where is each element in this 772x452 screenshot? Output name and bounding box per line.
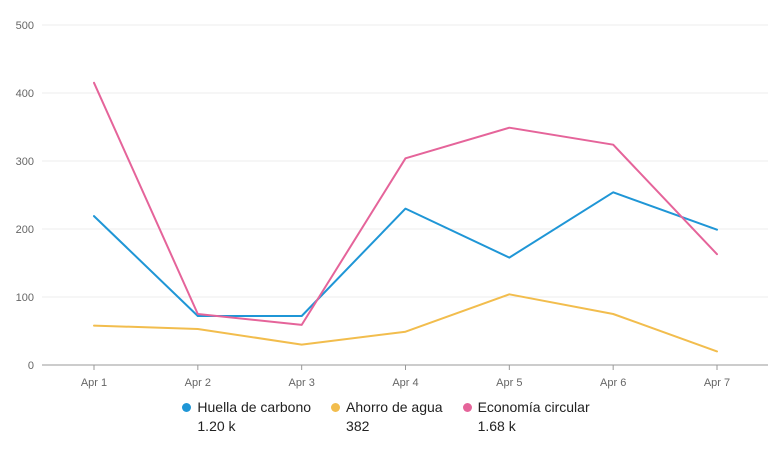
x-axis: Apr 1 Apr 2 Apr 3 Apr 4 Apr 5 Apr 6 Apr 7	[81, 365, 730, 389]
series-line-economia-circular[interactable]	[93, 81, 718, 326]
data-point[interactable]	[714, 227, 720, 233]
y-tick-label: 100	[16, 292, 34, 304]
data-point[interactable]	[403, 329, 409, 335]
data-point[interactable]	[506, 291, 512, 297]
data-point[interactable]	[610, 189, 616, 195]
data-point[interactable]	[91, 323, 97, 329]
y-tick-label: 300	[16, 156, 34, 168]
data-point[interactable]	[403, 206, 409, 212]
legend-item-ahorro-de-agua[interactable]: Ahorro de agua 382	[331, 398, 443, 435]
legend-total: 1.68 k	[477, 418, 516, 434]
gridlines	[42, 24, 768, 366]
data-point[interactable]	[714, 348, 720, 354]
y-tick-label: 0	[28, 360, 34, 372]
data-point[interactable]	[403, 155, 409, 161]
legend-item-huella-de-carbono[interactable]: Huella de carbono 1.20 k	[182, 398, 311, 435]
series-line-huella-de-carbono[interactable]	[93, 191, 718, 317]
x-tick-label: Apr 7	[704, 377, 730, 389]
y-tick-label: 500	[16, 20, 34, 32]
x-tick-label: Apr 6	[600, 377, 626, 389]
legend: Huella de carbono 1.20 k Ahorro de agua …	[0, 398, 772, 435]
legend-marker-icon	[182, 403, 192, 412]
x-tick-label: Apr 3	[289, 377, 315, 389]
data-point[interactable]	[610, 311, 616, 317]
series-lines	[91, 80, 720, 354]
legend-label: Ahorro de agua	[346, 399, 443, 415]
data-point[interactable]	[299, 322, 305, 328]
legend-marker-icon	[331, 403, 341, 412]
data-point[interactable]	[299, 313, 305, 319]
legend-total: 1.20 k	[197, 418, 236, 434]
legend-marker-icon	[462, 403, 472, 412]
y-axis: 0 100 200 300 400 500	[16, 20, 34, 372]
x-tick-label: Apr 5	[496, 377, 522, 389]
y-tick-label: 400	[16, 88, 34, 100]
y-tick-label: 200	[16, 224, 34, 236]
data-point[interactable]	[610, 142, 616, 148]
data-point[interactable]	[714, 251, 720, 257]
x-tick-label: Apr 4	[392, 377, 418, 389]
data-point[interactable]	[195, 326, 201, 332]
series-line-ahorro-de-agua[interactable]	[93, 293, 718, 353]
legend-total: 382	[346, 418, 370, 434]
x-tick-label: Apr 2	[185, 377, 211, 389]
legend-label: Huella de carbono	[197, 399, 312, 415]
data-point[interactable]	[506, 125, 512, 131]
x-tick-label: Apr 1	[81, 377, 107, 389]
legend-item-economia-circular[interactable]: Economía circular 1.68 k	[462, 398, 590, 435]
legend-label: Economía circular	[477, 399, 590, 415]
data-point[interactable]	[91, 80, 97, 86]
data-point[interactable]	[299, 342, 305, 348]
data-point[interactable]	[195, 311, 201, 317]
data-point[interactable]	[91, 213, 97, 219]
data-point[interactable]	[506, 255, 512, 261]
